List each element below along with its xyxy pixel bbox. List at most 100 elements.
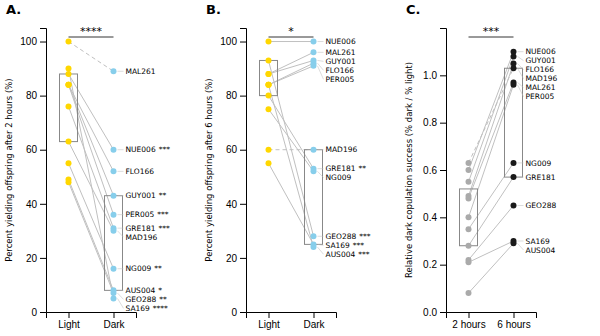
strain-name: AUS004 — [326, 250, 356, 259]
strain-line — [69, 142, 114, 231]
x-tick-mark — [514, 312, 515, 318]
strain-label: SA169*** — [326, 241, 365, 250]
strain-label: GRE181 — [526, 173, 556, 182]
strain-point — [111, 68, 117, 74]
strain-label: PER005 — [326, 75, 355, 84]
strain-point — [111, 266, 117, 272]
strain-point — [311, 168, 317, 174]
strain-point — [511, 160, 517, 166]
strain-label: NG009 — [526, 159, 552, 168]
leader-line — [318, 41, 324, 42]
strain-name: GEO288 — [126, 295, 157, 304]
strain-line — [269, 66, 314, 85]
strain-name: AUS004 — [526, 246, 556, 255]
strain-name: MAD196 — [526, 74, 558, 83]
strain-point — [66, 39, 72, 45]
y-tick-label: 80 — [26, 90, 38, 101]
leader-line — [518, 162, 524, 163]
strain-point — [66, 103, 72, 109]
strain-point — [266, 71, 272, 77]
y-tick-mark — [440, 75, 446, 76]
strain-point — [111, 193, 117, 199]
x-axis: LightDark — [247, 312, 337, 330]
y-tick: 100 — [20, 36, 46, 47]
x-tick: Dark — [103, 312, 125, 330]
leader-line — [118, 71, 124, 72]
y-tick: 0.0 — [423, 307, 446, 318]
strain-line — [269, 163, 314, 244]
axis-line — [47, 313, 137, 319]
strain-significance: ** — [159, 295, 167, 304]
strain-significance: ** — [154, 264, 162, 273]
y-tick: 80 — [226, 90, 246, 101]
strain-name: NG009 — [126, 264, 152, 273]
y-axis-title: Percent yielding offspring after 6 hours… — [204, 78, 214, 261]
significance-label: *** — [483, 25, 500, 38]
y-tick: 20 — [26, 253, 46, 264]
y-tick-label: 20 — [26, 253, 38, 264]
x-axis: 2 hours6 hours — [447, 312, 537, 330]
y-tick-label: 100 — [220, 36, 237, 47]
strain-label: GUY001** — [126, 191, 167, 200]
leader-line — [118, 293, 124, 299]
y-tick-mark — [240, 258, 246, 259]
y-tick-label: 40 — [226, 199, 238, 210]
leader-line — [518, 85, 524, 97]
strain-label: MAD196 — [526, 74, 558, 83]
strain-line — [69, 74, 114, 150]
strain-label: GUY001 — [326, 57, 356, 66]
leader-line — [318, 149, 324, 150]
strain-label: GEO288** — [126, 295, 168, 304]
strain-name: GEO288 — [526, 201, 557, 210]
strain-significance: *** — [159, 224, 171, 233]
x-tick-mark — [314, 312, 315, 318]
x-tick-label: Light — [258, 319, 280, 330]
strain-point — [466, 160, 472, 166]
strain-line — [69, 69, 114, 299]
strain-point — [66, 179, 72, 185]
strain-label: FLO166 — [126, 167, 155, 176]
strain-label: PER005 — [526, 92, 555, 101]
y-tick-label: 0.2 — [423, 259, 437, 270]
strain-point — [311, 147, 317, 153]
strain-point — [511, 65, 517, 71]
range-box — [505, 68, 523, 177]
y-axis: 020406080100 — [220, 29, 246, 318]
strain-label: FLO166 — [326, 66, 355, 75]
range-box — [260, 60, 278, 95]
strain-line — [69, 42, 114, 72]
leader-line — [318, 236, 324, 237]
strain-point — [66, 82, 72, 88]
strain-point — [111, 147, 117, 153]
strain-point — [111, 168, 117, 174]
strain-point — [311, 39, 317, 45]
strain-name: PER005 — [326, 75, 355, 84]
y-tick: 100 — [220, 36, 246, 47]
axis-line — [447, 313, 537, 319]
y-tick-mark — [240, 150, 246, 151]
x-tick-mark — [114, 312, 115, 318]
significance-label: **** — [80, 25, 103, 38]
strain-significance: *** — [353, 241, 365, 250]
figure: 020406080100LightDarkPercent yielding of… — [0, 0, 600, 336]
strain-point — [466, 214, 472, 220]
strain-line — [269, 60, 314, 236]
strain-point — [266, 106, 272, 112]
leader-line — [518, 51, 524, 52]
panel: 020406080100LightDarkPercent yielding of… — [4, 2, 170, 330]
y-tick-label: 0.8 — [423, 117, 437, 128]
strain-name: GRE181 — [326, 164, 356, 173]
strain-name: MAD196 — [326, 145, 358, 154]
leader-line — [118, 171, 124, 172]
strain-name: PER005 — [526, 92, 555, 101]
strain-label: NUE006 — [526, 47, 556, 56]
strain-label: AUS004 — [526, 246, 556, 255]
leader-line — [118, 231, 124, 237]
y-tick-mark — [240, 42, 246, 43]
y-tick: 0 — [231, 307, 246, 318]
y-tick-mark — [40, 258, 46, 259]
strain-name: NUE006 — [126, 145, 156, 154]
leader-line — [118, 298, 124, 308]
strain-line — [469, 177, 514, 246]
strain-line — [269, 52, 314, 74]
